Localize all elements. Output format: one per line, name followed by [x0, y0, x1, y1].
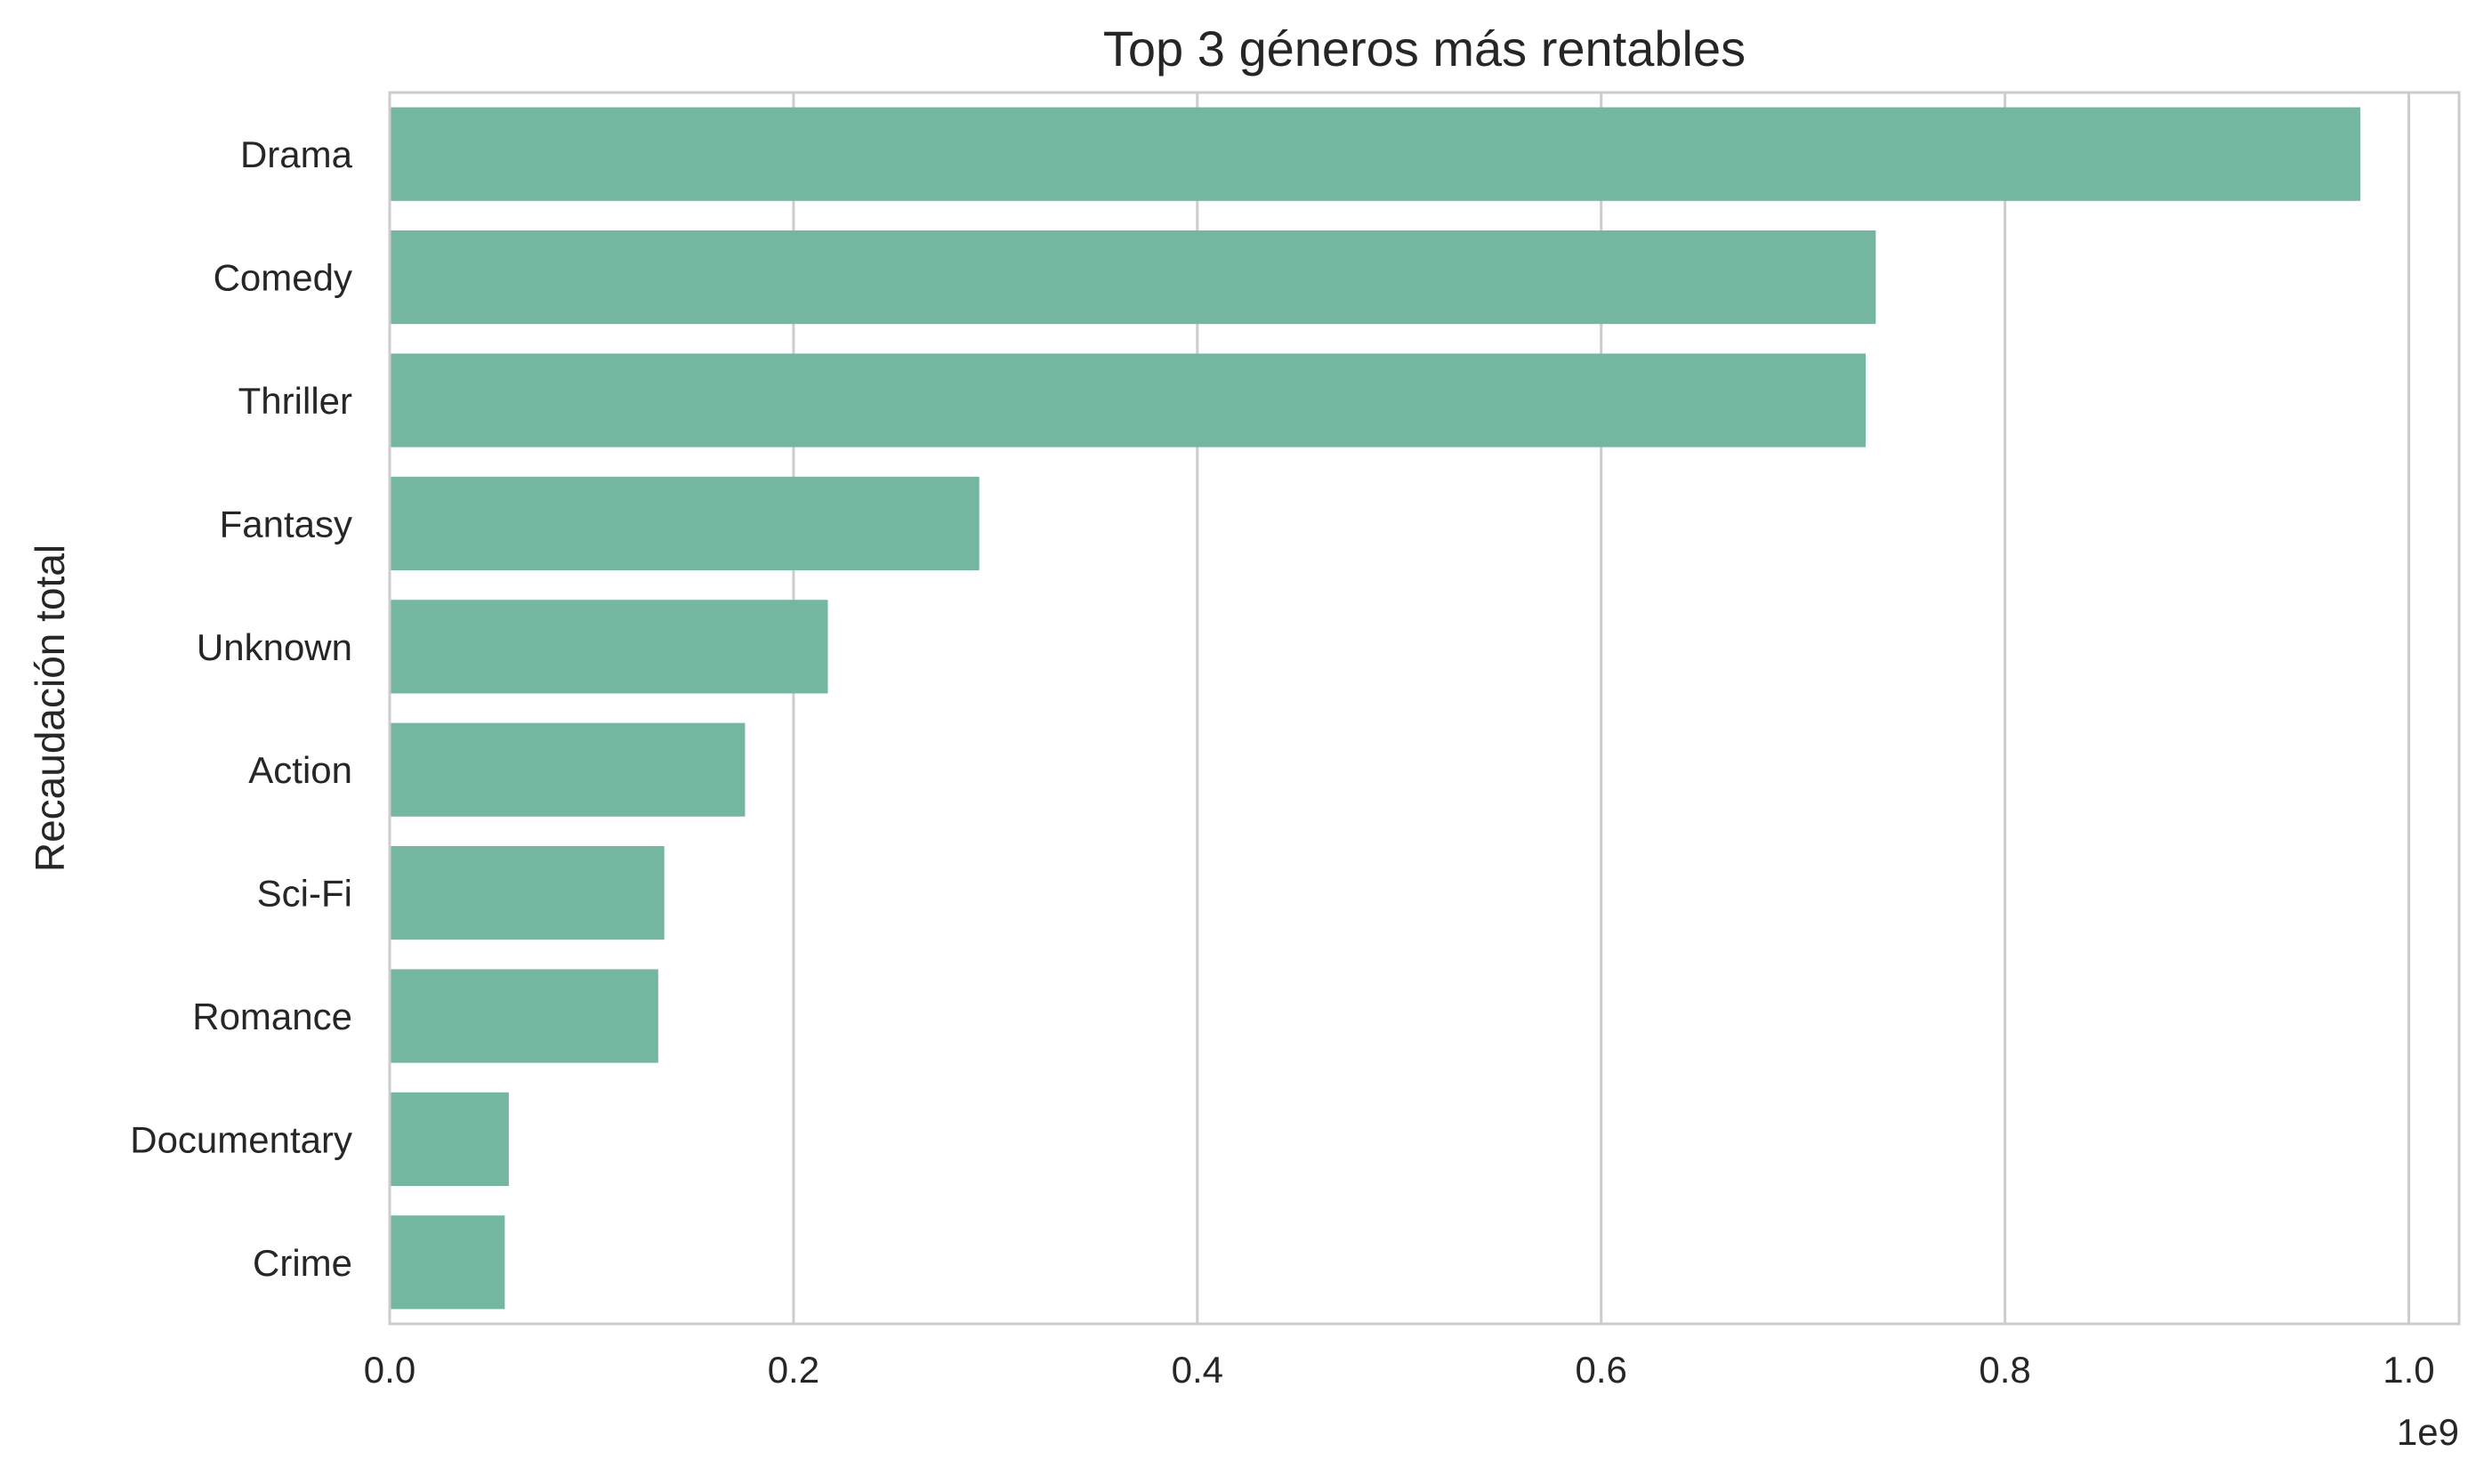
- y-tick-label: Documentary: [130, 1118, 352, 1160]
- x-tick-label: 0.8: [1979, 1349, 2030, 1391]
- bar-documentary: [391, 1092, 509, 1186]
- y-tick-label: Fantasy: [220, 503, 352, 544]
- bar-drama: [391, 107, 2361, 201]
- x-tick-label: 1.0: [2383, 1349, 2434, 1391]
- bar-action: [391, 722, 746, 817]
- bar-comedy: [391, 230, 1876, 325]
- plot-frame: [388, 91, 2461, 1326]
- bar-unknown: [391, 600, 828, 694]
- x-tick-labels: 0.0 0.2 0.4 0.6 0.8 1.0: [364, 1349, 2435, 1391]
- x-tick-label: 0.2: [768, 1349, 819, 1391]
- x-tick-label: 0.0: [364, 1349, 415, 1391]
- y-tick-labels: Drama Comedy Thriller Fantasy Unknown Action S…: [130, 133, 352, 1284]
- y-tick-label: Thriller: [238, 380, 352, 422]
- bar-thriller: [391, 353, 1866, 448]
- bars: [391, 107, 2361, 1310]
- y-tick-label: Sci-Fi: [257, 873, 352, 915]
- bar-sci-fi: [391, 846, 665, 940]
- bar-fantasy: [391, 476, 980, 570]
- y-tick-label: Comedy: [214, 257, 352, 299]
- x-tick-label: 0.4: [1172, 1349, 1223, 1391]
- x-axis-offset-label: 1e9: [2397, 1411, 2459, 1453]
- bar-romance: [391, 969, 658, 1063]
- y-tick-label: Drama: [240, 133, 353, 175]
- y-tick-label: Romance: [192, 996, 352, 1037]
- x-tick-label: 0.6: [1575, 1349, 1626, 1391]
- y-tick-label: Crime: [253, 1242, 352, 1284]
- y-tick-label: Action: [248, 749, 352, 791]
- chart-title: Top 3 géneros más rentables: [1103, 20, 1746, 77]
- bar-crime: [391, 1215, 505, 1310]
- y-axis-label: Recaudación total: [27, 544, 73, 872]
- y-tick-label: Unknown: [197, 626, 352, 668]
